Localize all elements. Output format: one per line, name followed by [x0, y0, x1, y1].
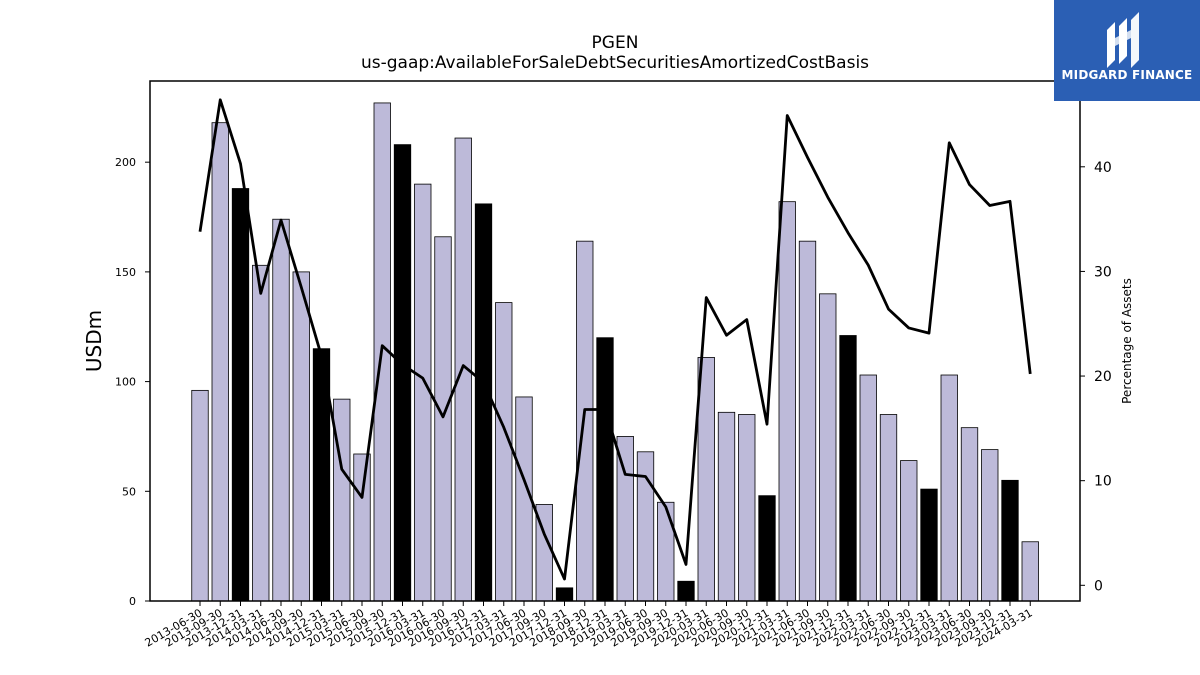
- bar-2020-09-30: [738, 414, 756, 602]
- bar-2022-03-31: [859, 374, 877, 602]
- y-tick-label: 200: [115, 156, 136, 169]
- bar-2014-06-30: [272, 218, 290, 602]
- bar-2019-12-31: [677, 580, 695, 602]
- logo-mark-icon: [1107, 12, 1139, 68]
- bar-2020-06-30: [717, 411, 736, 602]
- bar-2023-09-30: [981, 449, 999, 602]
- bar-2016-03-31: [414, 183, 432, 602]
- y-tick-label: 50: [122, 485, 136, 498]
- midgard-finance-logo: MIDGARD FINANCE: [1054, 0, 1200, 101]
- y-right-tick-label: 30: [1094, 264, 1112, 280]
- bar-2017-03-31: [495, 302, 513, 602]
- bar-2015-06-30: [353, 453, 371, 602]
- bar-2013-12-31: [231, 188, 250, 602]
- bar-2014-03-31: [252, 264, 270, 602]
- y-tick-label: 100: [115, 376, 136, 389]
- y-right-tick-label: 20: [1094, 369, 1112, 385]
- bar-2024-03-31: [1021, 541, 1039, 602]
- y-right-tick-label: 40: [1094, 160, 1112, 176]
- bar-2022-12-31: [920, 488, 938, 602]
- bar-2015-12-31: [393, 144, 412, 602]
- bar-2023-06-30: [960, 427, 979, 602]
- logo-text: MIDGARD FINANCE: [1061, 68, 1193, 82]
- chart-subtitle: us-gaap:AvailableForSaleDebtSecuritiesAm…: [361, 53, 869, 73]
- bar-2022-09-30: [900, 460, 918, 602]
- bar-2017-12-31: [555, 587, 574, 602]
- bar-2021-12-31: [839, 335, 857, 602]
- bar-2023-03-31: [940, 374, 958, 602]
- y-axis-label-right: Percentage of Assets: [1120, 278, 1134, 404]
- bar-2019-03-31: [616, 436, 634, 602]
- bar-2013-06-30: [191, 389, 209, 602]
- y-tick-label: 150: [115, 266, 136, 279]
- bar-2019-06-30: [636, 451, 655, 602]
- bar-2020-03-31: [697, 357, 715, 602]
- bar-2020-12-31: [758, 495, 776, 602]
- bar-2021-03-31: [778, 201, 796, 602]
- right-axis: 0 10 20 30 40: [1080, 160, 1112, 594]
- chart-title: PGEN: [592, 33, 639, 53]
- bar-2013-09-30: [211, 122, 229, 602]
- plot-frame: [149, 80, 1081, 602]
- x-axis: 2013-06-302013-09-302013-12-312014-03-31…: [143, 601, 1035, 650]
- bar-2016-12-31: [474, 203, 493, 602]
- bar-2021-06-30: [798, 240, 817, 602]
- bar-2021-09-30: [819, 293, 837, 602]
- bar-2022-06-30: [879, 414, 898, 602]
- bar-2019-09-30: [657, 501, 675, 602]
- y-tick-label: 0: [129, 595, 136, 608]
- y-right-tick-label: 0: [1094, 578, 1103, 594]
- y-right-tick-label: 10: [1094, 474, 1112, 490]
- bar-2014-09-30: [292, 271, 310, 602]
- y-axis-label-left: USDm: [82, 310, 106, 372]
- percentage-line: [198, 98, 1032, 581]
- bar-series: [191, 102, 1039, 602]
- left-axis: 0 50 100 150 200: [115, 156, 150, 608]
- bar-2016-06-30: [434, 236, 452, 602]
- bar-2023-12-31: [1001, 479, 1019, 602]
- bar-2018-12-31: [596, 337, 614, 602]
